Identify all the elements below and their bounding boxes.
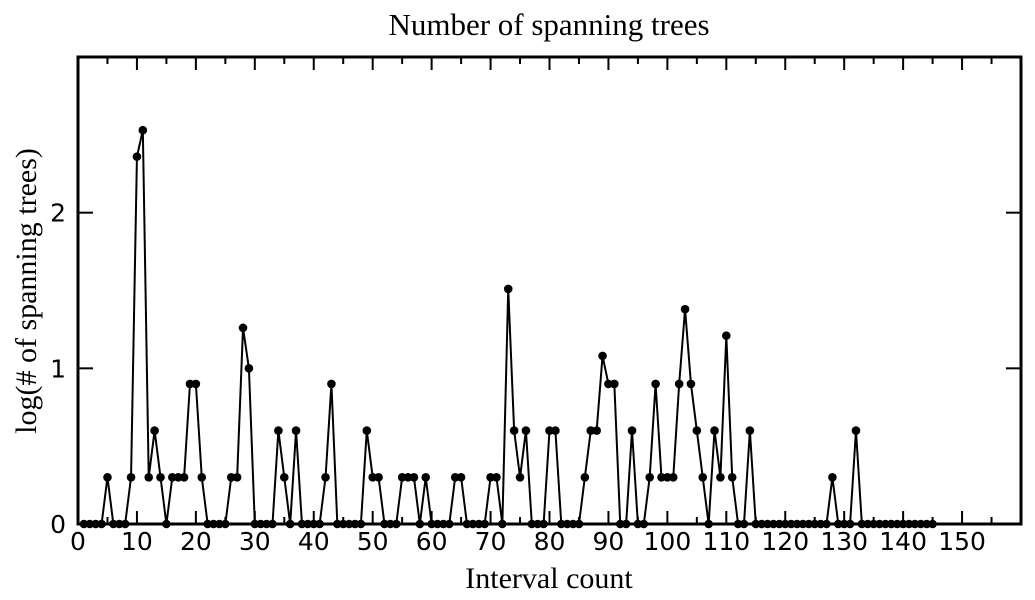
data-point — [327, 379, 336, 389]
data-point — [197, 473, 207, 482]
x-tick-label: 50 — [357, 527, 389, 556]
data-point — [651, 379, 660, 389]
data-point — [456, 473, 466, 482]
data-point — [132, 152, 142, 161]
plot-layer: 0 10 20 30 40 50 60 70 80 90 100 110 120 130 140 150 0 1 2 — [50, 57, 1022, 556]
data-point — [545, 426, 554, 435]
chart-title: Number of spanning trees — [388, 7, 709, 42]
data-point — [657, 473, 666, 482]
data-point — [156, 473, 165, 482]
data-point — [586, 426, 596, 435]
data-point — [179, 473, 189, 482]
x-tick-label: 60 — [416, 527, 448, 556]
x-tick-label: 10 — [121, 527, 153, 556]
data-point — [692, 426, 702, 435]
data-point — [279, 473, 289, 482]
x-tick-label: 0 — [70, 527, 86, 556]
data-point — [450, 473, 460, 482]
data-point — [515, 473, 525, 482]
data-point — [321, 473, 330, 482]
data-point — [421, 473, 431, 482]
data-point — [144, 473, 154, 482]
data-point — [362, 426, 372, 435]
data-point — [409, 473, 419, 482]
data-point — [580, 473, 590, 482]
data-point — [173, 473, 183, 482]
data-point — [686, 379, 696, 389]
data-point — [291, 426, 301, 435]
x-tick-label: 40 — [298, 527, 330, 556]
data-point — [745, 426, 755, 435]
data-point — [604, 379, 613, 389]
data-point — [138, 125, 148, 135]
data-point — [668, 473, 678, 482]
x-tick-label: 20 — [180, 527, 212, 556]
data-point — [521, 426, 531, 435]
data-point — [150, 426, 159, 435]
y-axis-label: log(# of spanning trees) — [10, 148, 43, 434]
data-point — [368, 473, 377, 482]
data-point — [244, 364, 254, 373]
data-point — [103, 473, 112, 482]
data-point — [674, 379, 684, 389]
x-tick-label: 90 — [593, 527, 625, 556]
x-tick-label: 70 — [475, 527, 507, 556]
x-tick-label: 130 — [820, 527, 868, 556]
data-point — [710, 426, 719, 435]
series-line — [83, 129, 933, 525]
data-point — [592, 426, 601, 435]
data-point — [403, 473, 413, 482]
data-point — [663, 473, 672, 482]
y-tick-label: 0 — [50, 510, 66, 539]
x-tick-label: 100 — [644, 527, 692, 556]
data-point — [716, 473, 725, 482]
data-point — [610, 379, 619, 389]
data-point — [722, 331, 731, 340]
data-point — [232, 473, 242, 482]
y-tick-label: 2 — [50, 199, 66, 228]
data-point — [486, 473, 495, 482]
x-tick-label: 140 — [879, 527, 927, 556]
x-tick-label: 80 — [534, 527, 566, 556]
x-axis-label: Interval count — [465, 562, 633, 595]
data-point — [645, 473, 654, 482]
plot-frame — [76, 55, 1023, 526]
data-point — [828, 473, 837, 482]
data-point — [680, 304, 690, 314]
x-tick-label: 150 — [938, 527, 986, 556]
data-point — [503, 284, 513, 294]
data-point — [226, 473, 236, 482]
data-point — [238, 323, 248, 333]
x-tick-label: 30 — [239, 527, 271, 556]
data-point — [274, 426, 283, 435]
data-point — [191, 379, 201, 389]
data-point — [126, 473, 136, 482]
x-tick-label: 120 — [761, 527, 809, 556]
data-point — [627, 426, 637, 435]
data-point — [374, 473, 383, 482]
x-tick-label: 110 — [702, 527, 750, 556]
data-point — [185, 379, 195, 389]
data-point — [492, 473, 501, 482]
data-point — [397, 473, 407, 482]
data-point — [551, 426, 560, 435]
y-tick-label: 1 — [50, 354, 66, 383]
data-point — [509, 426, 519, 435]
data-point — [727, 473, 737, 482]
data-point — [851, 426, 861, 435]
data-point — [698, 473, 708, 482]
data-point — [168, 473, 177, 482]
data-point — [598, 351, 607, 361]
